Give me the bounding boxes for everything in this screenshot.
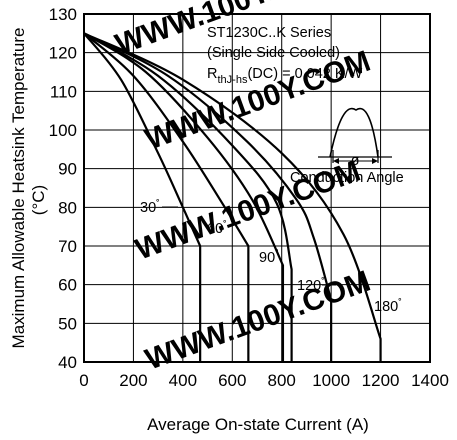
y-tick-label: 110 — [50, 82, 77, 101]
curve-labels: 30˚ 60˚ 90˚ 120˚ 180˚ — [140, 199, 402, 315]
y-tick-label: 60 — [58, 276, 77, 295]
x-axis-title: Average On-state Current (A) — [147, 415, 369, 434]
plot-frame — [83, 13, 431, 363]
curve-60-line — [83, 32, 250, 362]
y-tick-label: 70 — [58, 237, 77, 256]
y-tick-label: 50 — [58, 314, 77, 333]
y-tick-label: 120 — [49, 44, 77, 63]
x-tick-label: 0 — [79, 371, 88, 390]
x-tick-label: 200 — [119, 371, 147, 390]
conduction-angle-icon — [318, 107, 392, 164]
phi-label: ø — [351, 153, 360, 169]
y-axis-title: Maximum Allowable Heatsink Temperature — [9, 28, 28, 349]
curve-30-line — [83, 32, 202, 362]
curve-180-line — [83, 32, 382, 362]
y-tick-label: 90 — [58, 160, 77, 179]
curve-120-line — [83, 32, 293, 362]
x-tick-label: 1400 — [411, 371, 449, 390]
svg-text:WWW.100Y.COM: WWW.100Y.COM — [141, 265, 375, 377]
tick-labels: 0 200 400 600 800 1000 1200 1400 40 50 60 70 80 90 100… — [49, 5, 449, 390]
x-tick-label: 800 — [268, 371, 296, 390]
curves — [83, 32, 382, 362]
y-axis-unit: (°C) — [29, 185, 48, 215]
thermal-resistance: RthJ-hs(DC) = 0.042 K/W — [207, 66, 363, 86]
x-tick-label: 1200 — [362, 371, 400, 390]
curve-label-30: 30˚ — [140, 199, 160, 216]
x-tick-label: 400 — [169, 371, 197, 390]
y-tick-label: 40 — [58, 353, 77, 372]
y-tick-label: 130 — [49, 5, 77, 24]
series-title: ST1230C..K Series — [207, 25, 331, 41]
annotation-block: ST1230C..K Series (Single Side Cooled) R… — [207, 25, 404, 186]
curve-label-90: 90˚ — [259, 249, 279, 266]
grid-lines — [84, 14, 430, 362]
x-tick-label: 600 — [218, 371, 246, 390]
curve-90-line — [83, 32, 285, 362]
curve-label-120: 120˚ — [297, 277, 325, 294]
curve-label-180: 180˚ — [374, 298, 402, 315]
cooling-note: (Single Side Cooled) — [207, 45, 340, 61]
curve-label-60: 60˚ — [207, 220, 227, 237]
y-tick-label: 80 — [58, 198, 77, 217]
conduction-angle-label: Conduction Angle — [290, 170, 404, 186]
curve-dc-line — [83, 32, 333, 362]
y-tick-label: 100 — [49, 121, 77, 140]
x-tick-label: 1000 — [312, 371, 350, 390]
